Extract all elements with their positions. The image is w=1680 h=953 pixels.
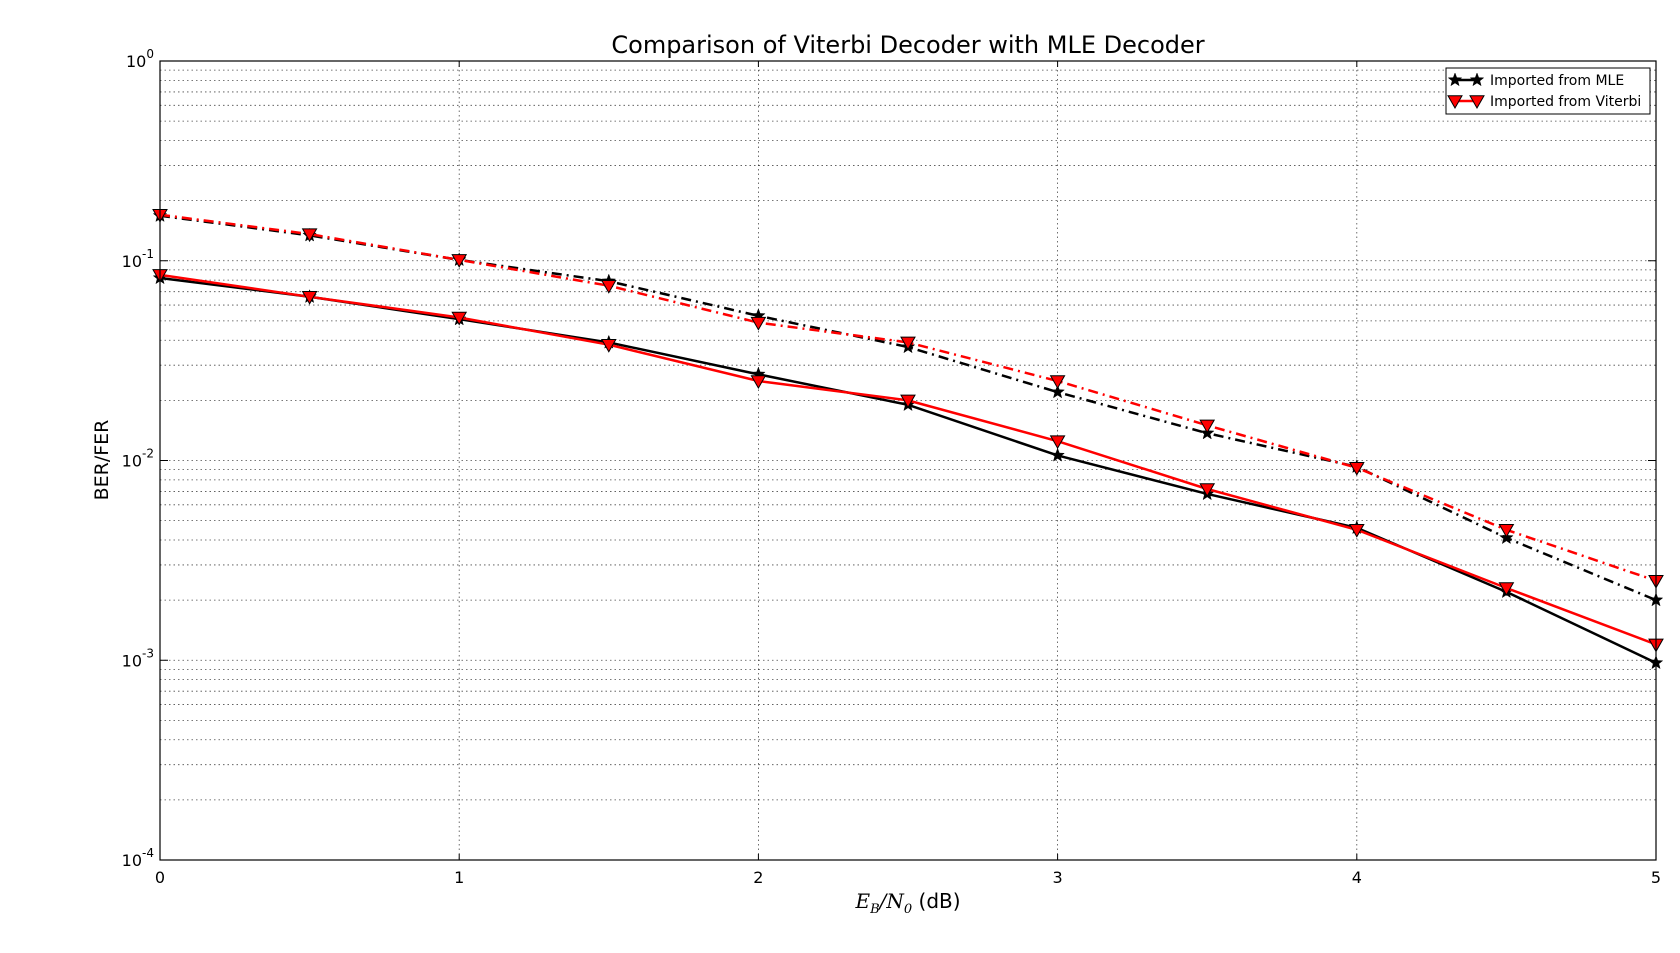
y-tick-label: 10-1 [122, 247, 154, 271]
data-point [600, 338, 617, 353]
x-axis-label-main-sub: B [869, 902, 880, 917]
x-tick-label: 3 [1053, 868, 1063, 887]
x-tick-label: 4 [1352, 868, 1362, 887]
data-point [1050, 384, 1065, 399]
data-point [750, 316, 767, 331]
legend: Imported from MLE Imported from Viterbi [1445, 67, 1651, 115]
data-point [600, 279, 617, 294]
legend-marker [1447, 72, 1463, 87]
y-axis-label: BER/FER [91, 420, 113, 501]
y-tick-label: 10-4 [122, 846, 154, 870]
data-point [301, 228, 318, 243]
legend-box [1445, 67, 1651, 115]
x-axis-label-slash-sub: 0 [904, 902, 912, 917]
x-axis-label-main: E [854, 889, 870, 913]
x-axis-label-unit: (dB) [912, 889, 960, 913]
y-tick-label: 100 [126, 47, 154, 71]
tick-layer: 0 1 2 3 4 5 10-4 10-3 10-2 10-1 100 [122, 47, 1661, 887]
legend-label: Imported from Viterbi [1490, 94, 1641, 110]
legend-item: Imported from MLE [1447, 72, 1624, 89]
series-line [159, 213, 1657, 582]
series-line [159, 214, 1657, 602]
data-point [1498, 524, 1515, 538]
data-point [451, 254, 468, 268]
data-point [1199, 483, 1216, 498]
data-point [750, 375, 767, 390]
x-axis-label-slash: /N [878, 889, 906, 913]
legend-marker [1447, 95, 1463, 110]
x-tick-label: 2 [753, 868, 763, 887]
y-tick-label: 10-2 [122, 447, 154, 471]
x-axis-label: EB/N0 (dB) [854, 889, 960, 917]
y-tick-label: 10-3 [122, 646, 154, 670]
data-point [1199, 419, 1216, 434]
data-point [301, 291, 318, 305]
legend-marker [1469, 72, 1485, 87]
legend-label: Imported from MLE [1490, 73, 1624, 89]
legend-item: Imported from Viterbi [1447, 94, 1641, 110]
data-point [1348, 461, 1365, 476]
data-point [1049, 375, 1066, 390]
x-tick-label: 5 [1651, 868, 1661, 887]
data-point [1050, 447, 1065, 462]
legend-marker [1469, 95, 1485, 110]
x-tick-label: 1 [454, 868, 464, 887]
x-tick-label: 0 [155, 868, 165, 887]
series-viterbi-solid [152, 269, 1664, 653]
series-viterbi-dashdot [152, 208, 1664, 589]
data-point [451, 311, 468, 326]
data-point [1498, 582, 1515, 597]
data-point [900, 394, 916, 409]
data-point [1049, 435, 1066, 450]
data-point [1348, 524, 1365, 538]
data-point [900, 336, 916, 351]
chart-title: Comparison of Viterbi Decoder with MLE D… [611, 31, 1204, 59]
